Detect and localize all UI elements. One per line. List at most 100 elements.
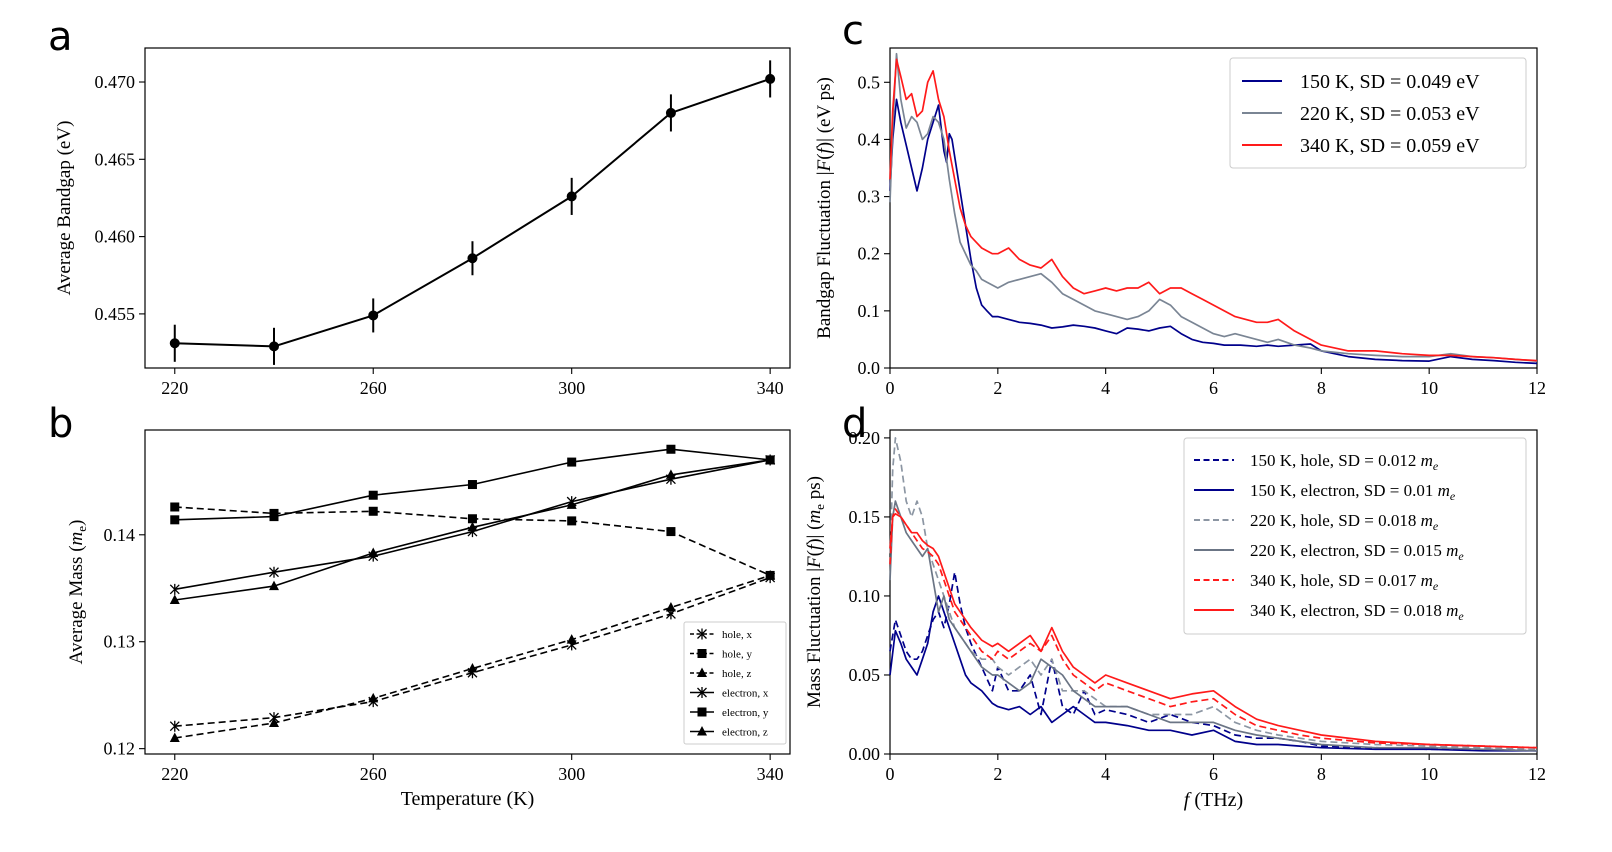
panel-label-c: c: [842, 8, 864, 54]
data-point: [765, 73, 776, 84]
legend-label: 340 K, electron, SD = 0.018 me: [1250, 601, 1464, 623]
panel-a: 220 260 300 340 0.455 0.460 0.465 0.470 Average …: [54, 47, 791, 398]
legend-label: 150 K, electron, SD = 0.01 me: [1250, 481, 1456, 503]
legend-marker: [697, 628, 707, 640]
data-point-hole-z: [665, 602, 676, 612]
y-tick-label: 0.460: [95, 227, 136, 247]
data-point: [665, 107, 676, 118]
x-tick-label: 8: [1317, 764, 1326, 784]
x-tick-label: 260: [360, 764, 387, 784]
y-tick-label: 0.10: [849, 586, 881, 606]
data-point-hole-x: [169, 720, 180, 732]
data-point-hole-y: [368, 506, 378, 516]
series-line-150-k-electron-sd-0-01: [889, 595, 1537, 752]
data-point-hole-z: [765, 569, 776, 580]
y-tick-label: 0.2: [858, 244, 881, 264]
y-tick-label: 0.470: [95, 72, 136, 92]
data-point-electron-y: [368, 490, 378, 500]
data-point: [368, 310, 379, 321]
x-tick-label: 10: [1420, 764, 1438, 784]
legend-label: 220 K, SD = 0.053 eV: [1300, 103, 1480, 125]
y-axis-label: Average Bandgap (eV): [54, 121, 75, 296]
y-tick-label: 0.455: [95, 304, 136, 324]
y-axis-label: Mass Fluctuation |F(f)| (me ps): [804, 476, 827, 708]
x-tick-label: 6: [1209, 764, 1218, 784]
data-point: [467, 253, 478, 264]
legend-label: 220 K, hole, SD = 0.018 me: [1250, 511, 1439, 533]
y-tick-label: 0.20: [849, 428, 881, 448]
data-point-electron-z: [368, 547, 379, 557]
x-tick-label: 260: [360, 378, 387, 398]
plot-frame: [144, 429, 791, 755]
panel-c: 0 2 4 6 8 10 12 0.0 0.1 0.2 0.3 0.4 0.5 Bandgap Fluct…: [814, 47, 1546, 398]
data-point-electron-z: [467, 521, 478, 532]
legend-box: [1229, 57, 1527, 169]
legend-label: 340 K, hole, SD = 0.017 me: [1250, 571, 1439, 593]
x-tick-label: 2: [993, 764, 1002, 784]
x-tick-label: 2: [993, 378, 1002, 398]
data-point-hole-z: [269, 717, 279, 727]
data-point-electron-z: [269, 580, 279, 591]
y-tick-label: 0.00: [849, 744, 881, 764]
y-axis-label: Average Mass (me): [66, 520, 89, 665]
data-point-hole-y: [567, 516, 577, 526]
data-point-hole-y: [666, 527, 676, 537]
series-line-220-k-hole-sd-0-018: [889, 437, 1538, 751]
x-tick-label: 300: [558, 764, 585, 784]
y-tick-label: 0.4: [858, 129, 881, 149]
y-tick-label: 0.0: [858, 358, 881, 378]
panel-d: 0 2 4 6 8 10 12 0.00 0.05 0.10 0.15 0.20 Mass Fluctu…: [804, 428, 1546, 811]
data-point: [169, 338, 180, 349]
series-line-340-k-sd-0-059-ev: [889, 58, 1538, 362]
legend-label: 220 K, electron, SD = 0.015 me: [1250, 541, 1464, 563]
legend-label: hole, z: [722, 668, 751, 680]
data-point-electron-z: [566, 499, 577, 509]
legend-label: electron, x: [722, 688, 769, 700]
series-line-340-k-electron-sd-0-018: [889, 512, 1538, 749]
y-tick-label: 0.14: [104, 525, 136, 545]
panel-label-b: b: [48, 401, 73, 447]
y-tick-label: 0.3: [858, 187, 881, 207]
data-point-electron-z: [765, 454, 776, 464]
series-line-bandgap: [174, 77, 771, 348]
series-line-220-k-electron-sd-0-015: [889, 500, 1538, 752]
data-point-hole-z: [566, 634, 577, 644]
series-line-hole-x: [174, 576, 771, 727]
x-tick-label: 12: [1528, 764, 1546, 784]
legend-box: [1183, 437, 1527, 635]
y-tick-label: 0.13: [104, 632, 136, 652]
data-point: [269, 341, 279, 352]
y-tick-label: 0.465: [95, 149, 136, 169]
y-tick-label: 0.1: [858, 301, 881, 321]
data-point-hole-z: [169, 732, 180, 742]
data-point-hole-y: [467, 514, 477, 524]
data-point-hole-z: [368, 692, 379, 703]
data-point-electron-y: [170, 515, 180, 525]
legend-label: electron, y: [722, 707, 769, 719]
legend-marker: [697, 726, 707, 736]
data-point: [566, 191, 577, 202]
x-tick-label: 6: [1209, 378, 1218, 398]
x-axis-label: Temperature (K): [401, 788, 535, 810]
x-tick-label: 300: [558, 378, 585, 398]
x-tick-label: 0: [886, 378, 895, 398]
x-tick-label: 4: [1101, 764, 1110, 784]
series-line-220-k-sd-0-053-ev: [889, 52, 1538, 362]
panel-label-d: d: [842, 401, 867, 447]
legend-marker: [697, 687, 707, 698]
data-point-electron-z: [665, 469, 676, 479]
data-point-electron-z: [169, 594, 180, 605]
data-point-electron-x: [169, 583, 180, 595]
legend-label: 150 K, SD = 0.049 eV: [1300, 71, 1480, 93]
legend-marker: [697, 649, 707, 658]
x-tick-label: 10: [1420, 378, 1438, 398]
x-tick-label: 8: [1317, 378, 1326, 398]
series-line-150-k-sd-0-049-ev: [889, 98, 1538, 365]
data-point-electron-x: [269, 566, 279, 578]
y-axis-label: Bandgap Fluctuation |F(f)| (eV ps): [814, 77, 835, 339]
data-point-hole-z: [467, 662, 478, 673]
legend-label: electron, z: [722, 727, 768, 739]
legend-label: hole, x: [722, 629, 752, 641]
legend-box: [683, 621, 787, 745]
y-tick-label: 0.12: [104, 739, 136, 759]
